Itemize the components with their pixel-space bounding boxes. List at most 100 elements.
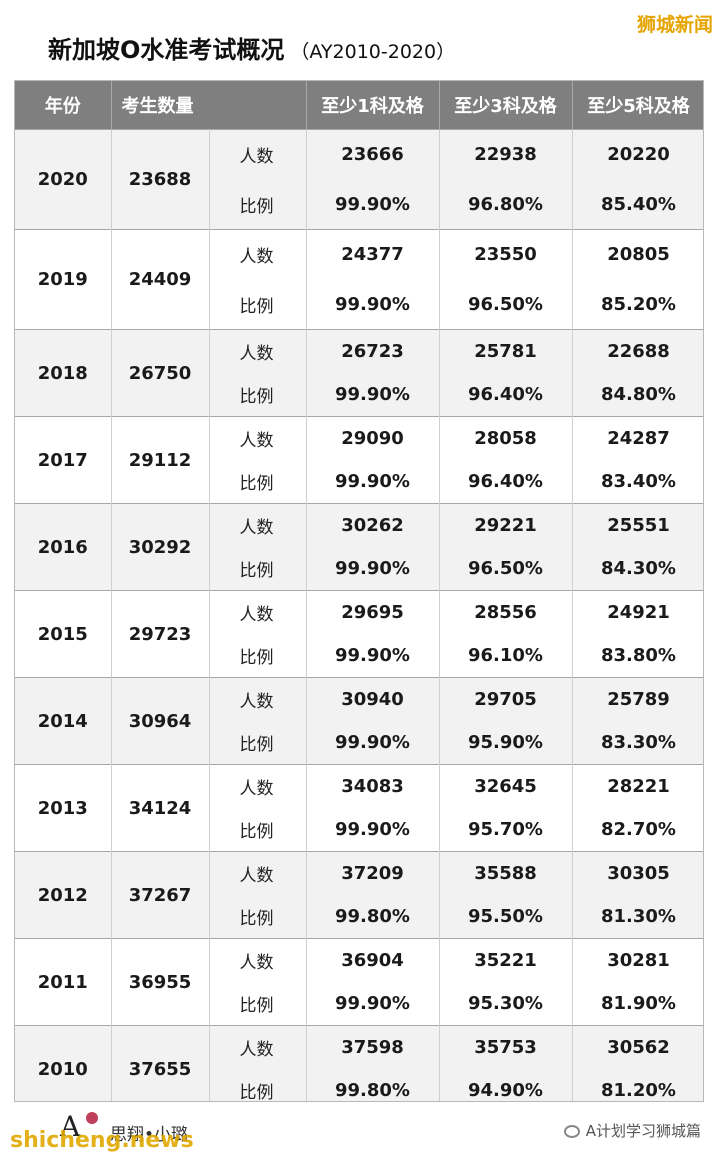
ratio-label: 比例	[209, 547, 307, 591]
page-title: 新加坡O水准考试概况 （AY2010-2020）	[48, 30, 455, 65]
header-year: 年份	[15, 81, 112, 130]
candidate-total-cell: 23688	[111, 129, 210, 230]
ratio-cell: 84.80%	[572, 373, 703, 417]
table-row: 比例 99.80% 94.90% 81.20%	[15, 1069, 703, 1101]
table-row: 2017 29112 人数 29090 28058 24287	[15, 416, 703, 504]
count-cell: 29090	[306, 416, 440, 460]
count-cell: 37598	[306, 1025, 440, 1069]
count-cell: 28058	[439, 416, 573, 460]
count-cell: 29695	[306, 590, 440, 634]
candidate-total-cell: 36955	[111, 938, 210, 1026]
table-row: 比例 99.90% 95.30% 81.90%	[15, 982, 703, 1026]
year-cell: 2017	[15, 416, 112, 504]
ratio-label: 比例	[209, 460, 307, 504]
header-pass-1: 至少1科及格	[306, 81, 440, 130]
candidate-total-cell: 30292	[111, 503, 210, 591]
ratio-cell: 95.70%	[439, 808, 573, 852]
account-name: A计划学习狮城篇	[585, 1122, 701, 1140]
ratio-cell: 99.90%	[306, 982, 440, 1026]
count-cell: 30305	[572, 851, 703, 895]
ratio-cell: 99.80%	[306, 895, 440, 939]
table-row: 2014 30964 人数 30940 29705 25789	[15, 677, 703, 765]
count-label: 人数	[209, 851, 307, 895]
ratio-label: 比例	[209, 373, 307, 417]
count-cell: 25551	[572, 503, 703, 547]
count-cell: 29705	[439, 677, 573, 721]
ratio-cell: 81.90%	[572, 982, 703, 1026]
table-row: 比例 99.90% 96.40% 84.80%	[15, 373, 703, 417]
ratio-label: 比例	[209, 1069, 307, 1101]
table-row: 2019 24409 人数 24377 23550 20805	[15, 229, 703, 330]
table-body: 2020 23688 人数 23666 22938 20220 比例 99.90% 96.80%…	[15, 129, 703, 1101]
table-row: 2013 34124 人数 34083 32645 28221	[15, 764, 703, 852]
ratio-cell: 82.70%	[572, 808, 703, 852]
ratio-cell: 83.30%	[572, 721, 703, 765]
count-cell: 32645	[439, 764, 573, 808]
count-cell: 34083	[306, 764, 440, 808]
year-cell: 2011	[15, 938, 112, 1026]
count-cell: 30940	[306, 677, 440, 721]
ratio-label: 比例	[209, 634, 307, 678]
table-row: 比例 99.90% 95.90% 83.30%	[15, 721, 703, 765]
count-label: 人数	[209, 416, 307, 460]
candidate-total-cell: 37655	[111, 1025, 210, 1101]
title-bar: 新加坡O水准考试概况 （AY2010-2020） 狮城新闻	[0, 0, 719, 78]
table-row: 2010 37655 人数 37598 35753 30562	[15, 1025, 703, 1101]
count-label: 人数	[209, 129, 307, 180]
site-watermark: shicheng.news	[10, 1128, 194, 1153]
table-row: 2012 37267 人数 37209 35588 30305	[15, 851, 703, 939]
count-cell: 30281	[572, 938, 703, 982]
ratio-cell: 85.20%	[572, 279, 703, 330]
ratio-cell: 99.90%	[306, 460, 440, 504]
ratio-cell: 84.30%	[572, 547, 703, 591]
count-cell: 26723	[306, 329, 440, 373]
count-label: 人数	[209, 503, 307, 547]
count-cell: 23550	[439, 229, 573, 280]
table-row: 2016 30292 人数 30262 29221 25551	[15, 503, 703, 591]
year-cell: 2018	[15, 329, 112, 417]
table-row: 比例 99.90% 96.50% 84.30%	[15, 547, 703, 591]
count-label: 人数	[209, 764, 307, 808]
count-cell: 22688	[572, 329, 703, 373]
ratio-cell: 83.80%	[572, 634, 703, 678]
ratio-cell: 96.40%	[439, 460, 573, 504]
candidate-total-cell: 29112	[111, 416, 210, 504]
footer-slogan: 思翔•小璐	[110, 1125, 189, 1145]
wechat-account: A计划学习狮城篇	[563, 1120, 701, 1141]
candidate-total-cell: 34124	[111, 764, 210, 852]
title-main: 新加坡O水准考试概况	[48, 36, 285, 64]
footer: A 思翔•小璐 shicheng.news A计划学习狮城篇	[0, 1106, 719, 1160]
count-cell: 24921	[572, 590, 703, 634]
ratio-cell: 96.50%	[439, 547, 573, 591]
ratio-cell: 81.30%	[572, 895, 703, 939]
ratio-cell: 81.20%	[572, 1069, 703, 1101]
count-cell: 28556	[439, 590, 573, 634]
ratio-cell: 99.90%	[306, 808, 440, 852]
count-label: 人数	[209, 938, 307, 982]
brand-tag: 狮城新闻	[636, 14, 713, 36]
ratio-cell: 96.40%	[439, 373, 573, 417]
ratio-label: 比例	[209, 895, 307, 939]
count-cell: 22938	[439, 129, 573, 180]
table-row: 比例 99.90% 95.70% 82.70%	[15, 808, 703, 852]
wechat-icon	[563, 1125, 580, 1138]
table-header-row: 年份 考生数量 至少1科及格 至少3科及格 至少5科及格	[15, 81, 703, 130]
year-cell: 2020	[15, 129, 112, 230]
table-row: 2011 36955 人数 36904 35221 30281	[15, 938, 703, 1026]
ratio-cell: 99.90%	[306, 179, 440, 230]
ratio-label: 比例	[209, 279, 307, 330]
ratio-cell: 95.30%	[439, 982, 573, 1026]
brand-logo: A	[60, 1110, 81, 1143]
table-row: 比例 99.90% 96.40% 83.40%	[15, 460, 703, 504]
candidate-total-cell: 24409	[111, 229, 210, 330]
ratio-cell: 99.90%	[306, 279, 440, 330]
count-cell: 37209	[306, 851, 440, 895]
ratio-cell: 99.90%	[306, 634, 440, 678]
count-cell: 35221	[439, 938, 573, 982]
count-cell: 30562	[572, 1025, 703, 1069]
year-cell: 2015	[15, 590, 112, 678]
year-cell: 2014	[15, 677, 112, 765]
count-cell: 20220	[572, 129, 703, 180]
count-cell: 25781	[439, 329, 573, 373]
ratio-cell: 99.90%	[306, 373, 440, 417]
